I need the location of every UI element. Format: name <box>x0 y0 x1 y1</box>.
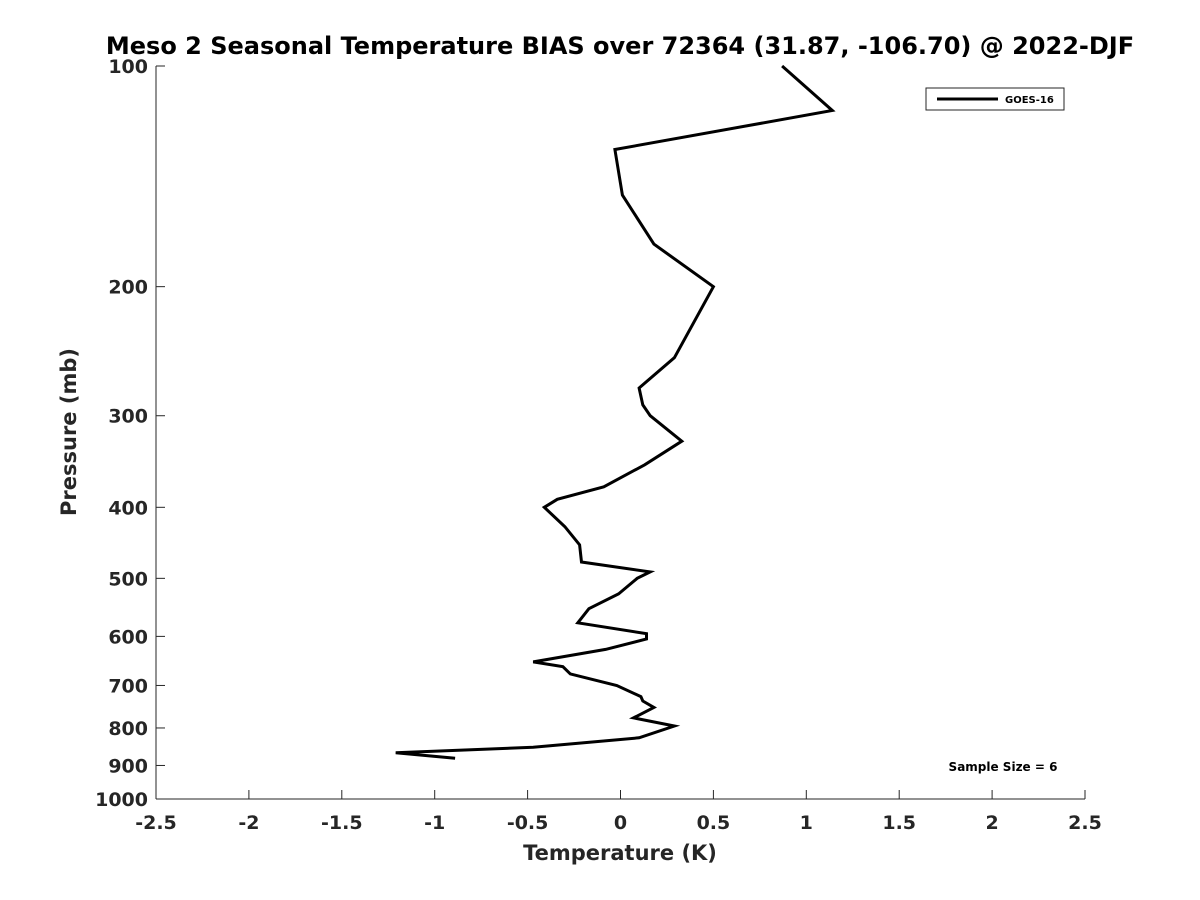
y-tick-label: 800 <box>108 718 148 740</box>
x-tick-label: 1 <box>800 812 813 834</box>
y-tick-label: 300 <box>108 406 148 428</box>
y-tick-label: 200 <box>108 277 148 299</box>
y-tick-label: 1000 <box>95 789 148 811</box>
x-tick-label: -1 <box>424 812 445 834</box>
x-tick-label: 2.5 <box>1068 812 1102 834</box>
legend-label-goes-16: GOES-16 <box>1005 95 1054 106</box>
chart-title: Meso 2 Seasonal Temperature BIAS over 72… <box>106 32 1134 60</box>
x-tick-label: 1.5 <box>882 812 916 834</box>
series-line-goes-16 <box>395 64 836 760</box>
y-tick-label: 700 <box>108 675 148 697</box>
x-tick-label: 0 <box>614 812 627 834</box>
series-layer <box>395 64 836 760</box>
sample-size-annotation: Sample Size = 6 <box>949 760 1058 774</box>
y-tick-label: 500 <box>108 568 148 590</box>
x-tick-label: -0.5 <box>507 812 549 834</box>
x-tick-label: -2.5 <box>135 812 177 834</box>
y-tick-label: 900 <box>108 755 148 777</box>
y-tick-label: 400 <box>108 497 148 519</box>
x-tick-label: -1.5 <box>321 812 363 834</box>
x-tick-label: 0.5 <box>697 812 731 834</box>
y-axis-label: Pressure (mb) <box>57 348 81 516</box>
y-tick-label: 100 <box>108 56 148 78</box>
x-tick-label: 2 <box>985 812 998 834</box>
y-ticks: 100 200 300 400 500 600 700 800 900 1000 <box>95 56 165 811</box>
x-axis-label: Temperature (K) <box>523 841 717 865</box>
legend: GOES-16 <box>925 87 1065 111</box>
x-ticks: -2.5 -2 -1.5 -1 -0.5 0 0.5 1 1.5 2 2.5 <box>135 790 1102 834</box>
y-tick-label: 600 <box>108 626 148 648</box>
x-tick-label: -2 <box>238 812 259 834</box>
